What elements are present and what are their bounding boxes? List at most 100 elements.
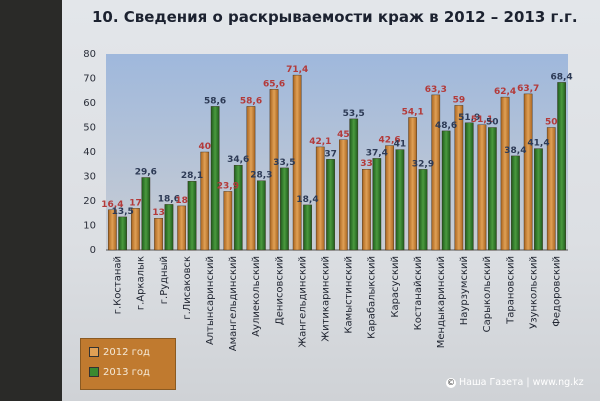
category-label: г.Аркалык xyxy=(136,256,147,310)
value-label-2013: 28,3 xyxy=(250,171,272,181)
value-label-2012: 54,1 xyxy=(402,108,424,118)
category-label: Камыстинский xyxy=(344,256,355,334)
value-label-2012: 51,1 xyxy=(471,115,493,125)
y-tick-label: 50 xyxy=(83,123,96,134)
value-label-2013: 38,4 xyxy=(504,146,526,156)
chart-title: 10. Сведения о раскрываемости краж в 201… xyxy=(92,8,578,26)
y-tick-label: 20 xyxy=(83,196,96,207)
category-label: Федоровский xyxy=(552,256,563,327)
value-label-2013: 18,4 xyxy=(296,195,318,205)
value-label-2013: 68,4 xyxy=(550,72,572,82)
bar-2013 xyxy=(141,177,151,251)
bar-2013 xyxy=(257,180,266,251)
legend-item-2012: 2012 год xyxy=(89,347,150,358)
bar-2013 xyxy=(164,204,174,251)
bars xyxy=(107,74,567,251)
value-label-2012: 45 xyxy=(337,130,350,140)
value-label-2012: 18 xyxy=(175,196,188,206)
legend-swatch-2012 xyxy=(89,347,99,357)
value-label-2013: 41,4 xyxy=(527,139,549,149)
y-tick-label: 30 xyxy=(83,172,96,183)
bar-2012 xyxy=(523,93,533,251)
bar-2012 xyxy=(500,96,510,251)
value-label-2013: 58,6 xyxy=(204,96,226,106)
category-label: Тарановский xyxy=(505,256,516,325)
value-label-2013: 29,6 xyxy=(135,168,157,178)
legend-label-2012: 2012 год xyxy=(103,347,150,358)
value-label-2012: 63,7 xyxy=(517,84,539,94)
bar-2012 xyxy=(477,124,487,251)
bar-2013 xyxy=(395,149,405,251)
value-label-2013: 51,9 xyxy=(458,113,480,123)
value-label-2012: 23,9 xyxy=(217,181,239,191)
value-label-2012: 40 xyxy=(199,142,212,152)
bar-2012 xyxy=(408,117,418,251)
category-label: Житикаринский xyxy=(320,256,331,342)
value-label-2012: 13 xyxy=(152,208,165,218)
bar-2013 xyxy=(280,167,289,251)
bar-2012 xyxy=(154,217,163,251)
category-label: г.Лисаковск xyxy=(182,256,193,320)
y-tick-label: 40 xyxy=(83,147,96,158)
bar-2013 xyxy=(441,130,451,251)
value-label-2012: 58,6 xyxy=(240,96,262,106)
value-labels: 16,413,517 29,6 13 18,618 28,1 40 58,6 23,9 34,6… xyxy=(101,65,572,218)
category-label: Жангельдинский xyxy=(297,256,308,348)
value-label-2013: 48,6 xyxy=(435,121,457,131)
y-tick-label: 80 xyxy=(83,49,96,60)
category-label: Алтынсаринский xyxy=(205,256,216,345)
value-label-2012: 71,4 xyxy=(286,65,308,75)
y-tick-label: 0 xyxy=(90,245,96,256)
value-label-2012: 63,3 xyxy=(425,85,447,95)
y-tick-label: 60 xyxy=(83,98,96,109)
category-label: Сарыкольский xyxy=(482,256,493,332)
value-label-2012: 65,6 xyxy=(263,79,285,89)
bar-2012 xyxy=(339,139,348,251)
value-label-2012: 50 xyxy=(545,118,558,128)
bar-2013 xyxy=(511,155,520,251)
bar-2012 xyxy=(454,105,464,251)
category-label: Мендыкаринский xyxy=(436,256,447,348)
value-label-2012: 59 xyxy=(453,95,466,105)
bar-2013 xyxy=(349,118,359,251)
bar-2012 xyxy=(177,205,187,251)
bar-2013 xyxy=(372,158,382,251)
bar-2012 xyxy=(546,127,556,251)
value-label-2012: 17 xyxy=(129,198,142,208)
bar-2012 xyxy=(200,151,210,251)
bar-2012 xyxy=(246,106,256,251)
bar-2013 xyxy=(210,106,220,251)
category-label: Наурзумский xyxy=(459,256,470,325)
bar-2013 xyxy=(233,164,243,251)
bar-2012 xyxy=(362,168,371,251)
bar-2012 xyxy=(269,89,279,251)
watermark: © Наша Газета | www.ng.kz xyxy=(446,377,584,388)
bar-2013 xyxy=(488,127,497,251)
value-label-2013: 34,6 xyxy=(227,155,249,165)
value-label-2013: 37,4 xyxy=(366,148,388,158)
value-label-2013: 33,5 xyxy=(273,158,295,168)
category-label: Костанайский xyxy=(413,256,424,330)
bar-2013 xyxy=(418,169,428,251)
value-label-2013: 18,6 xyxy=(158,194,180,204)
category-label: г.Костанай xyxy=(113,256,124,314)
bar-2012 xyxy=(223,191,233,251)
legend: 2012 год 2013 год xyxy=(80,338,176,390)
value-label-2013: 53,5 xyxy=(343,109,365,119)
watermark-text: Наша Газета | www.ng.kz xyxy=(459,377,584,388)
value-label-2012: 42,1 xyxy=(309,137,331,147)
value-label-2013: 28,1 xyxy=(181,171,203,181)
bar-2012 xyxy=(431,94,441,251)
value-label-2013: 41 xyxy=(394,140,407,150)
bar-2012 xyxy=(315,146,325,251)
value-label-2013: 32,9 xyxy=(412,159,434,169)
bar-2012 xyxy=(385,145,394,251)
category-label: Узункольский xyxy=(528,256,539,329)
bar-2012 xyxy=(131,208,140,251)
category-label: Амангельдинский xyxy=(228,256,239,351)
value-label-2012: 42,6 xyxy=(378,136,400,146)
legend-item-2013: 2013 год xyxy=(89,367,150,378)
copyright-icon: © xyxy=(446,377,456,388)
category-label: Карасуский xyxy=(390,256,401,318)
